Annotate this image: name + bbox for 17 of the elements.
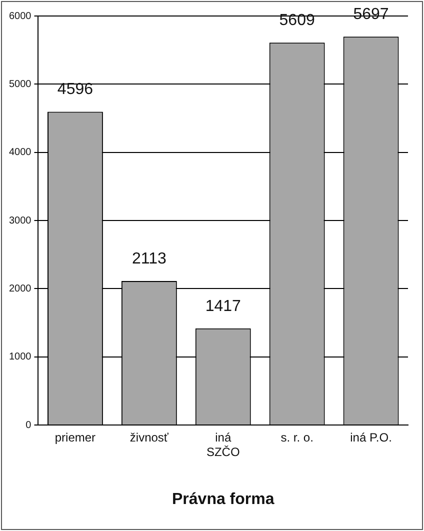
y-tick-label: 4000	[8, 147, 32, 158]
y-tick-label: 3000	[8, 215, 32, 226]
x-tick-label: priemer	[54, 430, 96, 445]
y-tick-label: 0	[26, 420, 32, 431]
x-tick-label: iná P.O.	[350, 430, 392, 445]
y-tick-label: 5000	[8, 78, 32, 90]
data-label: 5609	[279, 12, 315, 30]
x-axis-title: Právna forma	[172, 490, 274, 508]
y-tick-label: 2000	[8, 283, 32, 294]
x-tick-label: živnosť	[130, 430, 169, 445]
data-label: 1417	[205, 298, 242, 315]
y-tick-label: 1000	[8, 352, 32, 363]
data-label: 2113	[132, 250, 166, 268]
x-tick-label: iná SZČO	[206, 430, 240, 459]
x-tick-label: s. r. o.	[280, 430, 314, 445]
y-tick-label: 6000	[8, 10, 32, 22]
data-label: 4596	[57, 81, 94, 98]
